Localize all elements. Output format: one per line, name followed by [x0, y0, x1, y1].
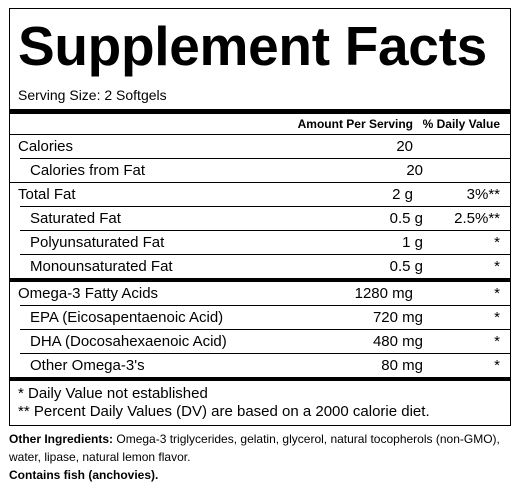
nutrient-name: EPA (Eicosapentaenoic Acid)	[30, 309, 224, 326]
nutrient-row: Omega-3 Fatty Acids 1280 mg *	[10, 282, 510, 305]
footnote: * Daily Value not established	[18, 385, 208, 402]
amount: 720 mg	[372, 309, 423, 326]
daily-value: 2.5%**	[454, 210, 500, 227]
nutrient-row: Polyunsaturated Fat 1 g *	[20, 230, 510, 254]
amount: 1 g	[402, 234, 423, 251]
omega-section: Omega-3 Fatty Acids 1280 mg * EPA (Eicosape…	[10, 282, 510, 377]
nutrient-name: Monounsaturated Fat	[30, 258, 173, 275]
serving-size: Serving Size: 2 Softgels	[18, 87, 167, 103]
title: Supplement Facts	[18, 15, 487, 77]
ingredients-text: Omega-3 triglycerides, gelatin, glycerol…	[9, 432, 500, 464]
header-row: Amount Per Serving % Daily Value	[10, 114, 510, 134]
ingredients-label: Other Ingredients:	[9, 432, 114, 446]
divider	[10, 134, 510, 135]
fat-section: Calories 20 Calories from Fat 20 Total Fat 2 …	[10, 135, 510, 278]
nutrient-row: Calories from Fat 20	[20, 158, 510, 182]
nutrient-name: Polyunsaturated Fat	[30, 234, 165, 251]
amount: 2 g	[392, 186, 413, 203]
allergen: Contains fish (anchovies).	[9, 468, 159, 482]
nutrient-name: Total Fat	[18, 186, 76, 203]
amount: 480 mg	[372, 333, 423, 350]
daily-value: *	[494, 285, 500, 302]
nutrient-name: DHA (Docosahexaenoic Acid)	[30, 333, 227, 350]
nutrient-name: Calories from Fat	[30, 162, 146, 179]
nutrient-name: Calories	[18, 138, 74, 155]
daily-value	[423, 159, 510, 182]
footnote: ** Percent Daily Values (DV) are based o…	[18, 403, 430, 420]
nutrient-name: Omega-3 Fatty Acids	[18, 285, 159, 302]
nutrient-row: Monounsaturated Fat 0.5 g *	[20, 254, 510, 278]
nutrient-row: Total Fat 2 g 3%**	[10, 182, 510, 206]
nutrient-name: Saturated Fat	[30, 210, 121, 227]
amount: 0.5 g	[389, 210, 423, 227]
daily-value: *	[494, 357, 500, 374]
daily-value: *	[494, 309, 500, 326]
daily-value-header: % Daily Value	[422, 117, 500, 131]
divider	[10, 377, 510, 381]
amount: 80 mg	[381, 357, 423, 374]
daily-value	[413, 135, 510, 158]
daily-value: *	[494, 258, 500, 275]
daily-value: *	[494, 333, 500, 350]
footnotes: * Daily Value not established ** Percent…	[10, 381, 510, 421]
ingredients: Other Ingredients: Omega-3 triglycerides…	[9, 430, 509, 484]
nutrient-row: EPA (Eicosapentaenoic Acid) 720 mg *	[20, 305, 510, 329]
amount-header: Amount Per Serving	[297, 117, 413, 131]
nutrient-row: DHA (Docosahexaenoic Acid) 480 mg *	[20, 329, 510, 353]
divider	[10, 109, 510, 114]
amount: 0.5 g	[389, 258, 423, 275]
daily-value: *	[494, 234, 500, 251]
daily-value: 3%**	[466, 186, 500, 203]
nutrient-row: Saturated Fat 0.5 g 2.5%**	[20, 206, 510, 230]
nutrient-name: Other Omega-3's	[30, 357, 145, 374]
amount: 20	[406, 162, 423, 179]
facts-panel: Supplement Facts Serving Size: 2 Softgel…	[9, 8, 511, 426]
amount: 1280 mg	[354, 285, 413, 302]
amount: 20	[396, 138, 413, 155]
nutrient-row: Other Omega-3's 80 mg *	[20, 353, 510, 377]
nutrient-row: Calories 20	[10, 135, 510, 158]
divider	[10, 278, 510, 282]
